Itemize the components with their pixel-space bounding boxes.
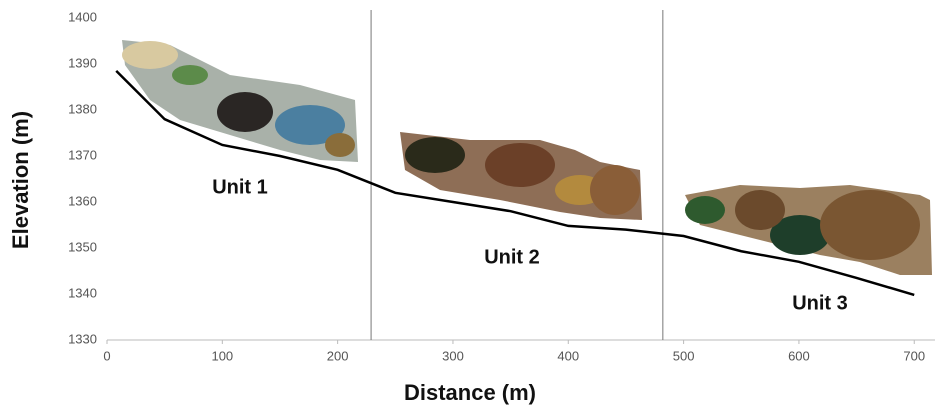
chart: Distance (m) Elevation (m) Unit 1 Unit 2… (0, 0, 936, 408)
x-axis-title: Distance (m) (404, 380, 536, 405)
x-tick-label: 200 (327, 348, 349, 363)
annotation: Unit 3 (792, 292, 848, 314)
y-tick-label: 1330 (68, 331, 97, 346)
vegetation-image-3 (685, 185, 932, 275)
x-tick-label: 500 (673, 348, 695, 363)
y-tick-label: 1340 (68, 285, 97, 300)
x-tick-label: 300 (442, 348, 464, 363)
annotation: Unit 1 (212, 176, 268, 198)
y-tick-label: 1400 (68, 9, 97, 24)
y-tick-label: 1390 (68, 55, 97, 70)
y-axis-title: Elevation (m) (8, 111, 33, 249)
vegetation-image-1 (122, 40, 358, 162)
x-tick-label: 700 (903, 348, 925, 363)
x-tick-label: 600 (788, 348, 810, 363)
vegetation-image-2 (400, 132, 642, 220)
x-tick-label: 100 (211, 348, 233, 363)
y-tick-label: 1370 (68, 147, 97, 162)
x-tick-label: 0 (103, 348, 110, 363)
y-tick-label: 1350 (68, 239, 97, 254)
y-tick-label: 1380 (68, 101, 97, 116)
x-tick-label: 400 (557, 348, 579, 363)
y-tick-label: 1360 (68, 193, 97, 208)
annotation: Unit 2 (484, 246, 540, 268)
